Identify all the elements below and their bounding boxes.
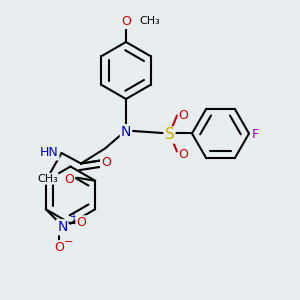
Text: O: O xyxy=(54,241,64,254)
Text: N: N xyxy=(121,125,131,139)
Text: N: N xyxy=(57,220,68,234)
Text: CH₃: CH₃ xyxy=(140,16,160,26)
Text: O: O xyxy=(121,15,131,28)
Text: HN: HN xyxy=(40,146,58,160)
Text: O: O xyxy=(179,109,188,122)
Text: O: O xyxy=(76,216,86,229)
Text: O: O xyxy=(101,155,111,169)
Text: O: O xyxy=(179,148,188,161)
Text: −: − xyxy=(64,237,73,247)
Text: S: S xyxy=(165,128,174,142)
Text: O: O xyxy=(64,173,74,186)
Text: F: F xyxy=(252,128,259,142)
Text: CH₃: CH₃ xyxy=(37,174,58,184)
Text: +: + xyxy=(69,212,77,222)
